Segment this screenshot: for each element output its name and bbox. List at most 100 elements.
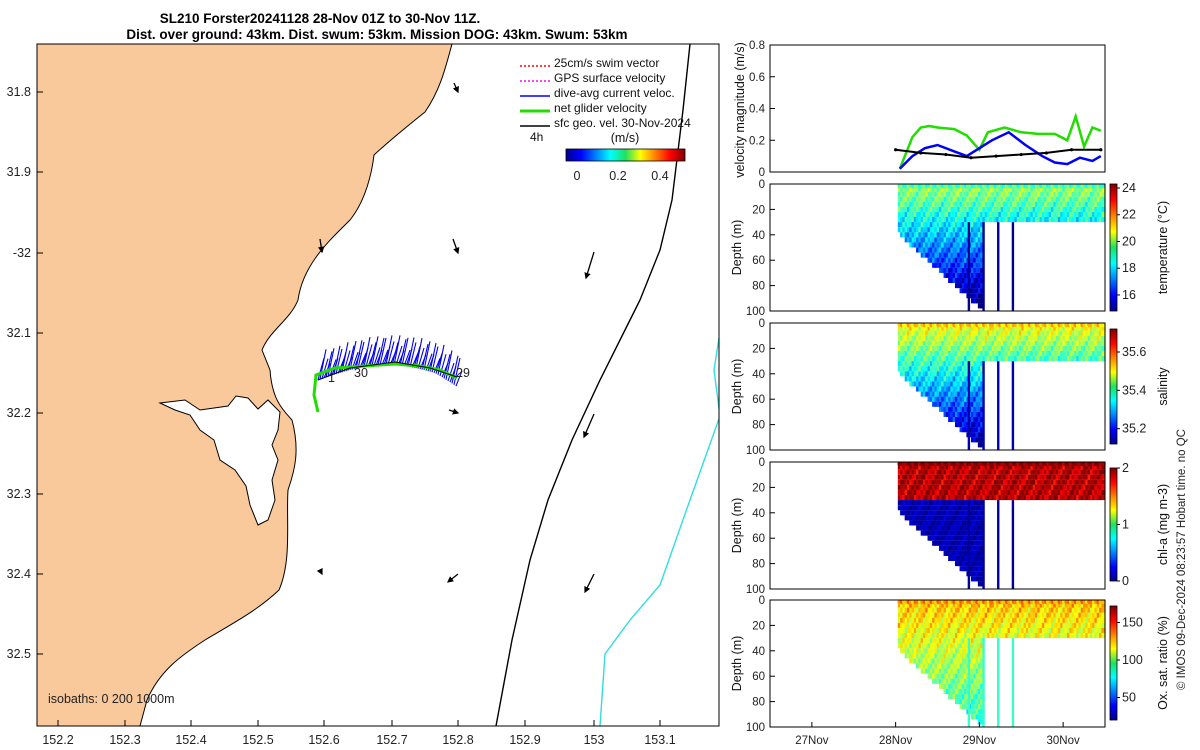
section-cell xyxy=(991,489,996,495)
legend-sfc-geo: sfc geo. vel. 30-Nov-2024 xyxy=(554,116,691,130)
section-cell xyxy=(1087,217,1092,223)
section-cell xyxy=(964,469,969,475)
section-cell xyxy=(897,217,903,223)
section-cell xyxy=(932,520,937,526)
section-cell xyxy=(975,469,980,475)
section-cell xyxy=(1037,469,1042,475)
section-cell xyxy=(980,668,985,674)
section-cell xyxy=(954,381,960,387)
velocity-series-1 xyxy=(898,130,1102,170)
section-cell xyxy=(1076,196,1081,202)
section-cell xyxy=(1048,325,1053,331)
section-cell xyxy=(1062,607,1067,613)
section-cell xyxy=(980,474,985,480)
section-cell xyxy=(1037,612,1042,618)
section-cell xyxy=(957,386,962,392)
section-cell xyxy=(920,335,925,341)
section-cell xyxy=(989,469,994,475)
section-cell xyxy=(941,668,946,674)
section-cell xyxy=(964,474,969,480)
section-cell xyxy=(964,566,969,572)
section-cell xyxy=(977,719,983,725)
section-cell xyxy=(941,217,946,223)
section-cell xyxy=(984,489,989,495)
section-cell xyxy=(991,356,996,362)
section-cell xyxy=(977,272,983,278)
section-cell xyxy=(927,257,932,263)
section-cell xyxy=(943,520,948,526)
section-cell xyxy=(952,330,957,336)
section-cell xyxy=(973,617,978,623)
section-cell xyxy=(982,340,987,346)
section-cell xyxy=(945,406,951,412)
section-cell xyxy=(941,474,946,480)
section-cell xyxy=(977,247,983,253)
section-cell xyxy=(1048,206,1053,212)
section-cell xyxy=(938,683,944,689)
section-cell xyxy=(993,474,999,480)
section-cell xyxy=(932,262,937,268)
section-cell xyxy=(918,222,923,228)
section-cell xyxy=(1046,196,1051,202)
section-cell xyxy=(941,489,946,495)
section-cell xyxy=(961,283,967,289)
section-cell xyxy=(977,505,983,511)
section-cell xyxy=(1053,356,1058,362)
section-cell xyxy=(957,694,962,700)
section-cell xyxy=(982,612,987,618)
colorbar-label: temperature (°C) xyxy=(1156,201,1170,294)
section-cell xyxy=(959,704,964,710)
section-cell xyxy=(957,371,962,377)
section-cell xyxy=(1083,186,1088,192)
section-cell xyxy=(986,489,992,495)
section-cell xyxy=(957,469,962,475)
section-cell xyxy=(970,386,976,392)
section-cell xyxy=(968,683,973,689)
section-cell xyxy=(1067,469,1072,475)
section-cell xyxy=(945,201,951,207)
section-cell xyxy=(977,232,983,238)
section-cell xyxy=(1039,622,1044,628)
section-cell xyxy=(1046,186,1051,192)
section-cell xyxy=(1039,612,1044,618)
section-cell xyxy=(1094,607,1099,613)
section-cell xyxy=(902,206,907,212)
section-cell xyxy=(932,257,937,263)
section-cell xyxy=(970,427,976,433)
section-cell xyxy=(954,267,960,273)
section-cell xyxy=(902,325,907,331)
section-cell xyxy=(943,617,948,623)
section-cell xyxy=(954,525,960,531)
section-cell xyxy=(922,217,928,223)
section-cell xyxy=(964,350,969,356)
section-cell xyxy=(941,510,946,516)
section-cell xyxy=(920,356,925,362)
section-cell xyxy=(973,668,978,674)
section-cell xyxy=(934,345,939,351)
section-cell xyxy=(1016,633,1021,639)
section-cell xyxy=(920,217,925,223)
section-cell xyxy=(948,550,953,556)
section-cell xyxy=(961,469,967,475)
section-cell xyxy=(1021,479,1026,485)
section-cell xyxy=(1030,627,1035,633)
section-cell xyxy=(964,386,969,392)
section-cell xyxy=(959,350,964,356)
section-cell xyxy=(909,643,914,649)
section-cell xyxy=(964,391,969,397)
section-cell xyxy=(900,612,905,618)
section-cell xyxy=(1071,489,1076,495)
section-cell xyxy=(1025,196,1031,202)
section-cell xyxy=(1053,474,1058,480)
current-vector xyxy=(455,370,463,387)
section-cell xyxy=(945,191,951,197)
section-cell xyxy=(900,371,905,377)
section-cell xyxy=(973,607,978,613)
section-cell xyxy=(916,643,921,649)
section-cell xyxy=(996,612,1001,618)
section-cell xyxy=(1064,495,1069,501)
section-cell xyxy=(977,396,983,402)
section-cell xyxy=(925,474,930,480)
section-cell xyxy=(959,663,964,669)
section-cell xyxy=(968,391,973,397)
